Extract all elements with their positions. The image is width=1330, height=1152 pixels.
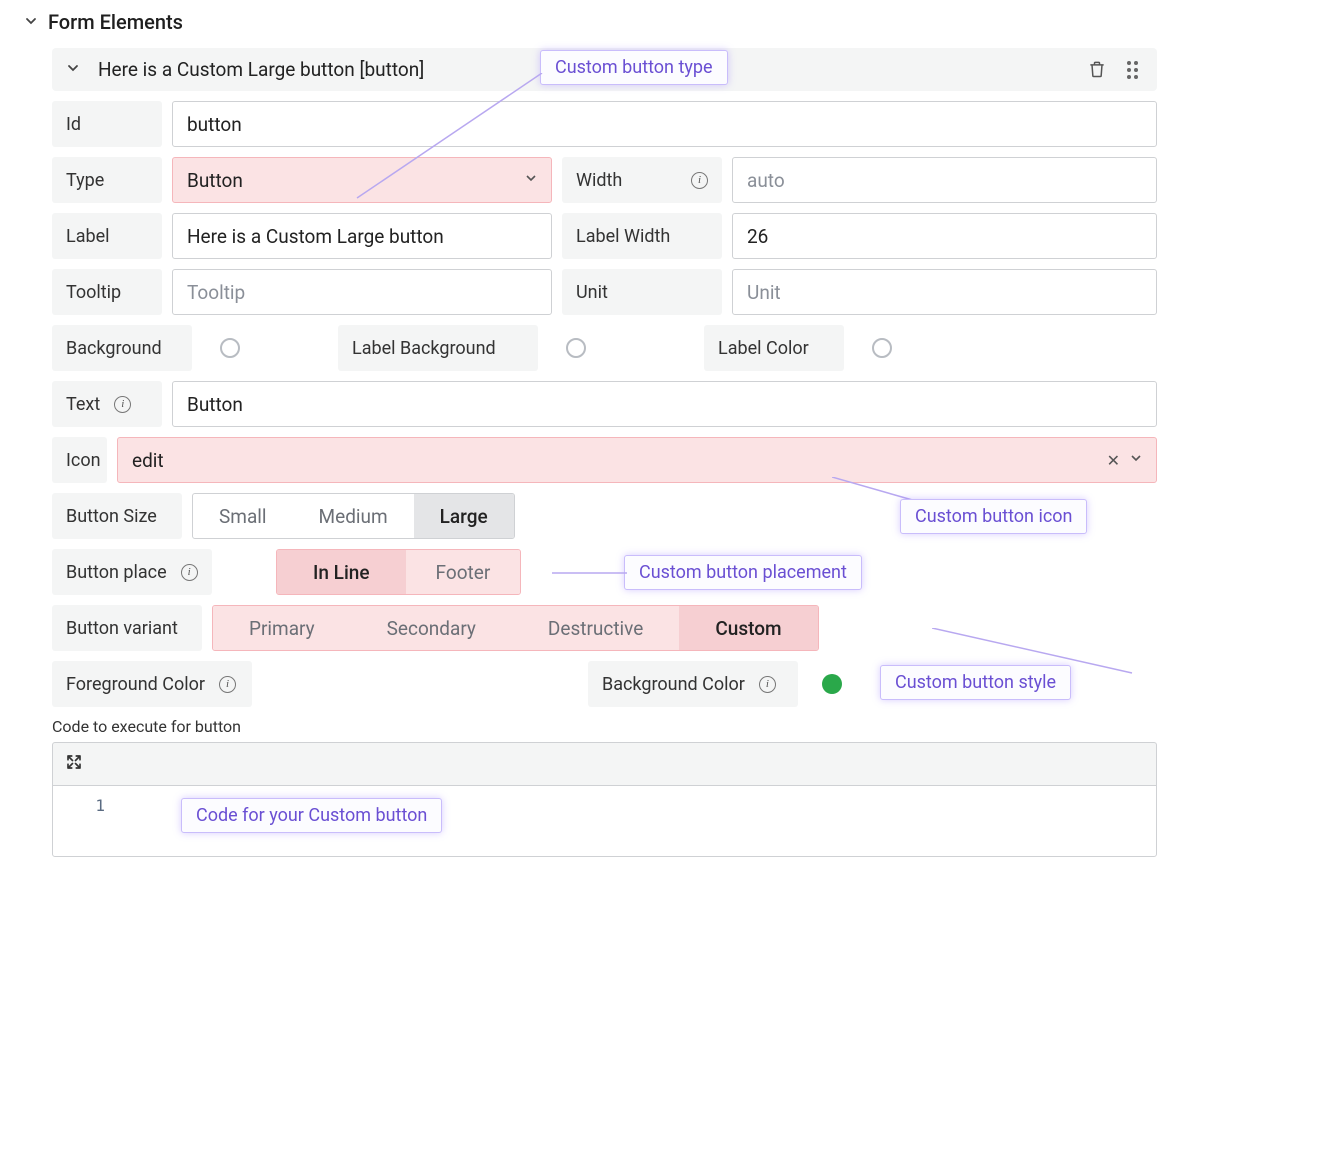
label-button-size: Button Size [52, 493, 182, 539]
input-id[interactable]: button [172, 101, 1157, 147]
input-text[interactable]: Button [172, 381, 1157, 427]
seg-medium[interactable]: Medium [293, 494, 414, 538]
row-colors: Background Label Background Label Color [52, 325, 1157, 371]
info-icon[interactable] [691, 172, 708, 189]
label-labelcolor: Label Color [704, 325, 844, 371]
label-labelwidth: Label Width [562, 213, 722, 259]
label-button-variant: Button variant [52, 605, 202, 651]
drag-handle-icon[interactable] [1121, 59, 1143, 81]
row-icon: Icon edit ✕ [52, 437, 1157, 483]
select-type-value: Button [187, 169, 243, 192]
label-text: Text [52, 381, 162, 427]
input-label[interactable]: Here is a Custom Large button [172, 213, 552, 259]
code-editor[interactable]: 1 Code for your Custom button [52, 785, 1157, 857]
label-background: Background [52, 325, 192, 371]
code-toolbar [52, 742, 1157, 785]
row-label: Label Here is a Custom Large button Labe… [52, 213, 1157, 259]
chevron-down-icon [1130, 452, 1142, 468]
seg-small[interactable]: Small [193, 494, 293, 538]
label-button-place: Button place [52, 549, 212, 595]
seg-primary[interactable]: Primary [213, 606, 351, 650]
label-width: Width [562, 157, 722, 203]
row-text: Text Button [52, 381, 1157, 427]
row-fg-bg-color: Foreground Color Background Color Custom… [52, 661, 1157, 707]
seg-destructive[interactable]: Destructive [512, 606, 679, 650]
form-elements-editor: Form Elements Here is a Custom Large but… [0, 0, 1330, 887]
select-icon-value: edit [132, 449, 164, 472]
info-icon[interactable] [114, 396, 131, 413]
item-header: Here is a Custom Large button [button] C… [52, 48, 1157, 91]
input-tooltip[interactable]: Tooltip [172, 269, 552, 315]
row-button-size: Button Size Small Medium Large Custom bu… [52, 493, 1157, 539]
segmented-button-variant: Primary Secondary Destructive Custom [212, 605, 819, 651]
row-button-place: Button place In Line Footer Custom butto… [52, 549, 1157, 595]
info-icon[interactable] [181, 564, 198, 581]
row-id: Id button [52, 101, 1157, 147]
select-type[interactable]: Button [172, 157, 552, 203]
code-line-number: 1 [53, 786, 123, 856]
callout-type: Custom button type [540, 50, 728, 85]
label-type: Type [52, 157, 162, 203]
seg-footer[interactable]: Footer [406, 550, 521, 594]
callout-code: Code for your Custom button [181, 798, 442, 833]
label-id: Id [52, 101, 162, 147]
label-labelbg: Label Background [338, 325, 538, 371]
radio-icon [872, 338, 892, 358]
row-tooltip-unit: Tooltip Tooltip Unit Unit [52, 269, 1157, 315]
color-dot-icon [822, 674, 842, 694]
seg-secondary[interactable]: Secondary [351, 606, 512, 650]
input-width[interactable]: auto [732, 157, 1157, 203]
bg-color-swatch[interactable] [808, 661, 856, 707]
seg-large[interactable]: Large [414, 494, 514, 538]
form-element-panel: Here is a Custom Large button [button] C… [52, 48, 1157, 857]
label-icon: Icon [52, 437, 107, 483]
label-fg-color: Foreground Color [52, 661, 252, 707]
clear-icon[interactable]: ✕ [1107, 451, 1120, 470]
radio-icon [220, 338, 240, 358]
segmented-button-size: Small Medium Large [192, 493, 515, 539]
label-bg-color: Background Color [588, 661, 798, 707]
expand-icon[interactable] [65, 753, 83, 771]
radio-icon [566, 338, 586, 358]
label-unit: Unit [562, 269, 722, 315]
trash-icon[interactable] [1087, 59, 1109, 81]
section-collapse-toggle[interactable] [24, 13, 38, 32]
segmented-button-place: In Line Footer [276, 549, 521, 595]
section-title: Form Elements [48, 10, 183, 34]
seg-inline[interactable]: In Line [277, 550, 406, 594]
section-header: Form Elements [20, 10, 1310, 34]
radio-background[interactable] [202, 325, 258, 371]
input-unit[interactable]: Unit [732, 269, 1157, 315]
row-type-width: Type Button Width auto [52, 157, 1157, 203]
callout-style: Custom button style [880, 665, 1071, 700]
seg-custom[interactable]: Custom [679, 606, 817, 650]
info-icon[interactable] [219, 676, 236, 693]
code-section-label: Code to execute for button [52, 717, 1157, 736]
item-collapse-toggle[interactable] [66, 61, 80, 79]
label-label: Label [52, 213, 162, 259]
select-icon[interactable]: edit ✕ [117, 437, 1157, 483]
callout-icon: Custom button icon [900, 499, 1087, 534]
item-title: Here is a Custom Large button [button] [98, 58, 424, 81]
input-labelwidth[interactable]: 26 [732, 213, 1157, 259]
chevron-down-icon [525, 172, 537, 188]
label-tooltip: Tooltip [52, 269, 162, 315]
info-icon[interactable] [759, 676, 776, 693]
radio-labelbg[interactable] [548, 325, 604, 371]
row-button-variant: Button variant Primary Secondary Destruc… [52, 605, 1157, 651]
callout-placement: Custom button placement [624, 555, 862, 590]
radio-labelcolor[interactable] [854, 325, 910, 371]
